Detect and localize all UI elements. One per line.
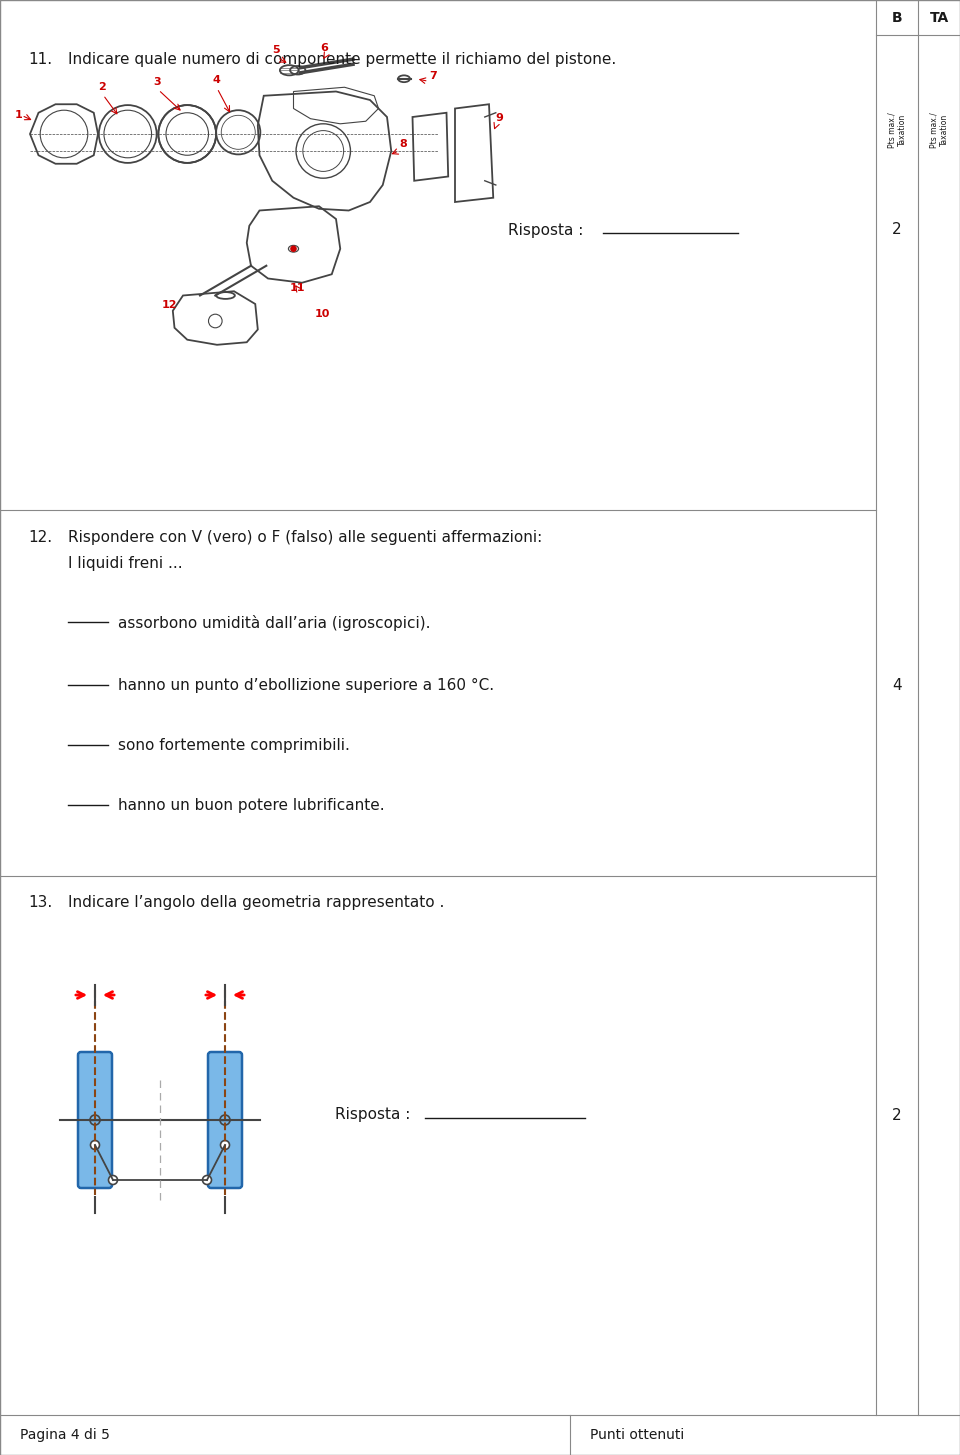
Circle shape xyxy=(90,1141,100,1149)
Text: 8: 8 xyxy=(399,138,407,148)
Text: 13.: 13. xyxy=(28,895,52,909)
Text: Indicare l’angolo della geometria rappresentato .: Indicare l’angolo della geometria rappre… xyxy=(68,895,444,909)
FancyBboxPatch shape xyxy=(78,1052,112,1187)
Text: assorbono umidità dall’aria (igroscopici).: assorbono umidità dall’aria (igroscopici… xyxy=(118,615,430,631)
Text: Pts max./
Taxation: Pts max./ Taxation xyxy=(887,112,906,148)
Circle shape xyxy=(221,1141,229,1149)
Text: 4: 4 xyxy=(213,76,221,84)
Text: 11.: 11. xyxy=(28,52,52,67)
Circle shape xyxy=(108,1176,117,1184)
Text: 1: 1 xyxy=(14,111,22,121)
Text: 10: 10 xyxy=(315,308,330,319)
Text: TA: TA xyxy=(929,12,948,25)
Text: I liquidi freni ...: I liquidi freni ... xyxy=(68,556,182,570)
Text: 6: 6 xyxy=(321,42,328,52)
Text: hanno un punto d’ebollizione superiore a 160 °C.: hanno un punto d’ebollizione superiore a… xyxy=(118,678,494,693)
Text: 4: 4 xyxy=(892,678,901,693)
Text: Punti ottenuti: Punti ottenuti xyxy=(590,1427,684,1442)
Text: 3: 3 xyxy=(154,77,161,87)
Text: Pagina 4 di 5: Pagina 4 di 5 xyxy=(20,1427,109,1442)
Text: 5: 5 xyxy=(273,45,280,55)
Circle shape xyxy=(291,246,296,252)
Text: 12.: 12. xyxy=(28,530,52,546)
FancyBboxPatch shape xyxy=(208,1052,242,1187)
Text: Rispondere con V (vero) o F (falso) alle seguenti affermazioni:: Rispondere con V (vero) o F (falso) alle… xyxy=(68,530,542,546)
Text: 11: 11 xyxy=(289,284,304,294)
Text: Indicare quale numero di componente permette il richiamo del pistone.: Indicare quale numero di componente perm… xyxy=(68,52,616,67)
Text: Risposta :: Risposta : xyxy=(508,223,588,237)
Text: Pts max./
Taxation: Pts max./ Taxation xyxy=(929,112,948,148)
Text: 2: 2 xyxy=(892,223,901,237)
Ellipse shape xyxy=(288,246,299,252)
Text: hanno un buon potere lubrificante.: hanno un buon potere lubrificante. xyxy=(118,797,385,813)
Text: 2: 2 xyxy=(892,1107,901,1122)
Text: Risposta :: Risposta : xyxy=(335,1107,416,1122)
Text: 2: 2 xyxy=(98,81,106,92)
Text: 9: 9 xyxy=(495,113,504,124)
Text: B: B xyxy=(892,12,902,25)
Text: sono fortemente comprimibili.: sono fortemente comprimibili. xyxy=(118,738,349,754)
Text: 7: 7 xyxy=(429,71,437,80)
Circle shape xyxy=(203,1176,211,1184)
Text: 12: 12 xyxy=(161,300,178,310)
